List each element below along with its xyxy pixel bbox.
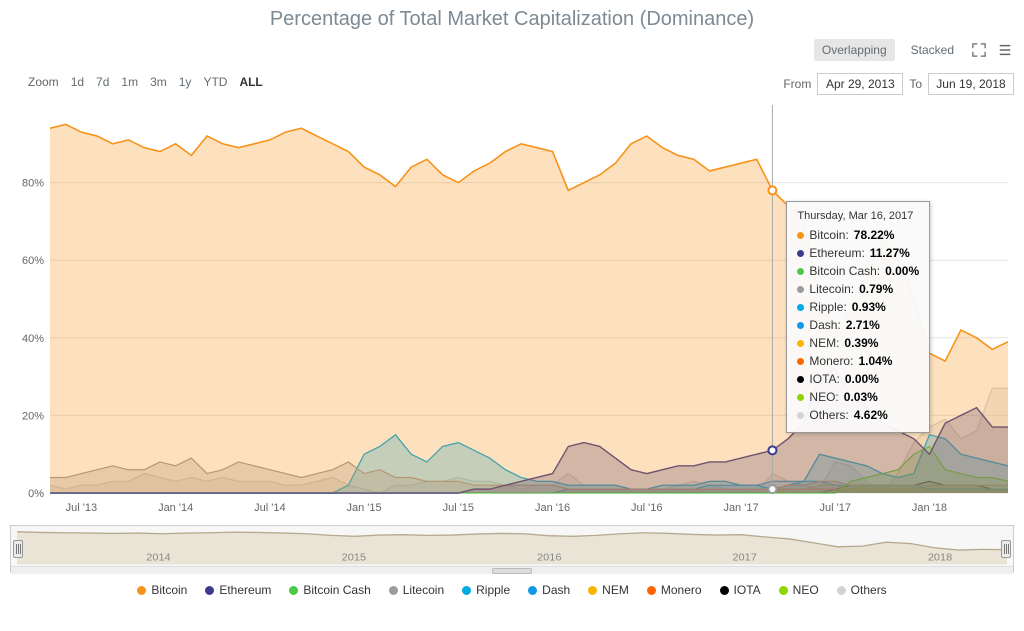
legend-dot-icon [289,586,298,595]
date-range: From To [783,73,1014,95]
legend-dot-icon [205,586,214,595]
legend-label: NEM [602,583,629,597]
legend-label: Ethereum [219,583,271,597]
legend-label: NEO [793,583,819,597]
legend-label: IOTA [734,583,761,597]
svg-text:Jan '18: Jan '18 [912,502,947,514]
svg-text:2016: 2016 [537,552,561,564]
legend-item-ripple[interactable]: Ripple [462,583,510,597]
svg-text:Jul '13: Jul '13 [66,502,97,514]
legend-item-iota[interactable]: IOTA [720,583,761,597]
legend-label: Ripple [476,583,510,597]
legend-label: Dash [542,583,570,597]
zoom-btn-1d[interactable]: 1d [65,73,90,91]
svg-text:40%: 40% [22,333,44,345]
legend-item-dash[interactable]: Dash [528,583,570,597]
menu-icon[interactable] [996,41,1014,59]
legend-label: Litecoin [403,583,444,597]
svg-text:0%: 0% [28,488,44,500]
zoom-btn-ytd[interactable]: YTD [197,73,233,91]
legend-item-others[interactable]: Others [837,583,887,597]
svg-text:Jan '17: Jan '17 [723,502,758,514]
svg-text:2017: 2017 [732,552,756,564]
to-label: To [909,77,922,91]
svg-text:Jan '15: Jan '15 [347,502,382,514]
legend-item-ethereum[interactable]: Ethereum [205,583,271,597]
legend-dot-icon [389,586,398,595]
view-mode-group: Overlapping Stacked [814,39,1014,61]
navigator[interactable]: 2014 2015 2016 2017 2018 [10,525,1014,573]
legend-dot-icon [837,586,846,595]
stacked-button[interactable]: Stacked [903,39,962,61]
controls-row: Zoom 1d7d1m3m1yYTDALL From To [10,73,1014,97]
legend-item-bitcoincash[interactable]: Bitcoin Cash [289,583,370,597]
legend-label: Bitcoin [151,583,187,597]
svg-text:Jan '16: Jan '16 [535,502,570,514]
topbar: Overlapping Stacked [10,39,1014,65]
svg-text:Jul '14: Jul '14 [254,502,285,514]
navigator-thumb[interactable] [492,568,532,574]
overlapping-button[interactable]: Overlapping [814,39,895,61]
svg-text:20%: 20% [22,410,44,422]
legend-dot-icon [779,586,788,595]
zoom-btn-1m[interactable]: 1m [115,73,144,91]
svg-text:Jul '17: Jul '17 [820,502,851,514]
to-date-input[interactable] [928,73,1014,95]
zoom-btn-1y[interactable]: 1y [173,73,198,91]
svg-text:2015: 2015 [342,552,366,564]
from-date-input[interactable] [817,73,903,95]
zoom-btn-all[interactable]: ALL [233,73,268,91]
legend-item-nem[interactable]: NEM [588,583,629,597]
legend-item-monero[interactable]: Monero [647,583,702,597]
svg-text:Jul '15: Jul '15 [443,502,474,514]
legend-label: Bitcoin Cash [303,583,370,597]
navigator-handle-right[interactable] [1001,540,1011,558]
svg-text:Jul '16: Jul '16 [631,502,662,514]
chart-container: Percentage of Total Market Capitalizatio… [0,0,1024,631]
legend-item-litecoin[interactable]: Litecoin [389,583,444,597]
chart-plot[interactable]: 0% 20% 40% 60% 80% Jul '13 Jan '14 Jul '14 Jan '… [10,101,1014,517]
legend-dot-icon [528,586,537,595]
legend-dot-icon [647,586,656,595]
zoom-controls: Zoom 1d7d1m3m1yYTDALL [28,75,269,89]
legend: Bitcoin Ethereum Bitcoin Cash Litecoin Rippl… [10,573,1014,603]
legend-label: Monero [661,583,702,597]
zoom-btn-7d[interactable]: 7d [90,73,115,91]
legend-dot-icon [462,586,471,595]
chart-title: Percentage of Total Market Capitalizatio… [10,8,1014,31]
svg-text:2018: 2018 [928,552,952,564]
navigator-scrollbar[interactable] [11,566,1013,574]
navigator-handle-left[interactable] [13,540,23,558]
svg-text:80%: 80% [22,178,44,190]
zoom-button-slot: 1d7d1m3m1yYTDALL [65,75,269,89]
svg-text:60%: 60% [22,255,44,267]
legend-item-neo[interactable]: NEO [779,583,819,597]
legend-dot-icon [720,586,729,595]
svg-text:2014: 2014 [146,552,170,564]
svg-text:Jan '14: Jan '14 [158,502,193,514]
legend-label: Others [851,583,887,597]
zoom-label: Zoom [28,75,59,89]
legend-item-bitcoin[interactable]: Bitcoin [137,583,187,597]
legend-dot-icon [137,586,146,595]
from-label: From [783,77,811,91]
legend-dot-icon [588,586,597,595]
zoom-btn-3m[interactable]: 3m [144,73,173,91]
fullscreen-icon[interactable] [970,41,988,59]
